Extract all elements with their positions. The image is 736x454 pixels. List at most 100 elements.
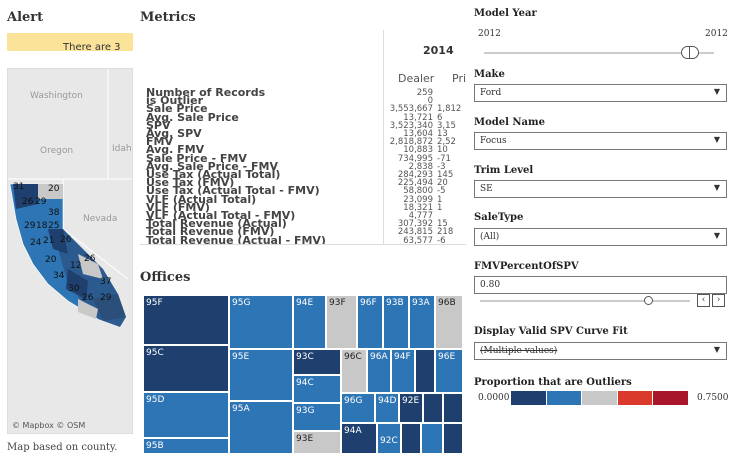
treemap-cell[interactable]: 94E <box>293 295 326 349</box>
treemap-cell[interactable]: 92C <box>377 423 401 454</box>
treemap-cell[interactable]: 93A <box>409 295 435 349</box>
legend-swatch <box>653 391 688 405</box>
treemap-cell[interactable]: 95D <box>143 392 229 438</box>
metric-private-value: -3 <box>437 161 446 172</box>
treemap-cell[interactable]: 96G <box>341 393 375 423</box>
make-value: Ford <box>480 88 502 98</box>
treemap-cell[interactable]: 95A <box>229 401 293 454</box>
treemap-cell[interactable]: 93B <box>383 295 409 349</box>
model-name-value: Focus <box>480 136 507 146</box>
legend-swatch <box>582 391 617 405</box>
sale-type-title: SaleType <box>474 212 524 223</box>
fmv-percent-slider-handle[interactable] <box>644 296 653 305</box>
chevron-down-icon: ▼ <box>713 87 720 96</box>
treemap-cell[interactable]: 95E <box>229 349 293 401</box>
metric-private-value: 3,15 <box>437 120 456 131</box>
fmv-percent-slider-track[interactable] <box>480 300 690 302</box>
treemap-cell[interactable] <box>415 349 435 393</box>
make-title: Make <box>474 69 505 80</box>
treemap-cell[interactable]: 95G <box>229 295 293 349</box>
metric-label: Avg. SPV <box>146 127 202 140</box>
alert-banner: There are 3 <box>7 33 133 51</box>
map-caption: Map based on county. <box>7 442 118 453</box>
treemap-cell[interactable]: 96A <box>367 349 391 393</box>
county-label: 38 <box>48 208 60 218</box>
chevron-down-icon: ▼ <box>713 345 720 354</box>
metric-private-value: 1,812 <box>437 104 462 115</box>
metric-label: Avg. Sale Price - FMV <box>146 159 279 173</box>
chevron-down-icon: ▼ <box>713 183 720 192</box>
metric-private-value: -5 <box>437 186 446 197</box>
legend-swatch <box>511 391 546 405</box>
metric-dealer-value: 3,553,667 <box>389 104 433 115</box>
metric-dealer-value: 2,838 <box>408 161 433 172</box>
fmv-percent-input[interactable]: 0.80 <box>474 276 727 294</box>
treemap-cell[interactable]: 96B <box>435 295 463 349</box>
treemap-cell[interactable]: 94F <box>391 349 415 393</box>
metric-label: Total Revenue (Actual) <box>146 217 287 231</box>
map-label-oregon: Oregon <box>40 146 74 156</box>
county-label: 31 <box>13 182 25 192</box>
metrics-table[interactable]: Number of Records 259 is Outlier 0 Sale Pric… <box>146 86 466 244</box>
treemap-cell[interactable]: 94D <box>375 393 399 423</box>
treemap-cell[interactable] <box>421 423 443 454</box>
metric-dealer-value: 18,321 <box>403 202 433 213</box>
sale-type-dropdown[interactable]: (All) ▼ <box>474 228 727 246</box>
fmv-percent-title: FMVPercentOfSPV <box>474 261 579 272</box>
treemap-cell[interactable]: 93G <box>293 403 341 431</box>
metrics-bottom-rule <box>140 244 466 245</box>
treemap-cell[interactable]: 96F <box>357 295 383 349</box>
metric-private-value: 1 <box>437 202 443 213</box>
metric-private-value: 10 <box>437 145 448 156</box>
county-label: 25 <box>48 221 60 231</box>
county-label: 29 <box>100 293 112 303</box>
metric-label: Sale Price <box>146 102 208 116</box>
county-label: 26 <box>82 293 94 303</box>
treemap-cell[interactable] <box>401 423 421 454</box>
metric-dealer-value: 243,815 <box>397 227 433 238</box>
metric-private-value: 145 <box>437 170 454 180</box>
treemap-cell[interactable]: 96C <box>341 349 367 393</box>
metrics-col-private: Pri <box>452 72 467 85</box>
treemap-cell[interactable]: 95F <box>143 295 229 345</box>
county-label: 12 <box>70 261 82 271</box>
offices-treemap[interactable]: 95F 95G 94E 93F 96F 93B 93A 96B 95C 95E … <box>143 295 463 454</box>
curve-fit-dropdown[interactable]: (Multiple values) ▼ <box>474 342 727 360</box>
metric-dealer-value: 284,293 <box>397 170 433 180</box>
treemap-cell[interactable]: 95B <box>143 438 229 454</box>
metric-private-value: 13 <box>437 129 448 139</box>
model-name-dropdown[interactable]: Focus ▼ <box>474 132 727 150</box>
metric-label: SPV <box>146 118 171 132</box>
treemap-cell[interactable]: 93E <box>293 431 341 454</box>
metric-dealer-value: 734,995 <box>397 153 433 164</box>
metric-private-value: 218 <box>437 227 454 238</box>
model-year-slider-handle[interactable] <box>681 46 699 59</box>
metric-dealer-value: 0 <box>427 96 433 107</box>
treemap-cell[interactable] <box>423 393 443 423</box>
make-dropdown[interactable]: Ford ▼ <box>474 84 727 102</box>
legend-min: 0.0000 <box>478 393 510 403</box>
model-year-slider-track[interactable] <box>484 52 714 54</box>
trim-level-dropdown[interactable]: SE ▼ <box>474 180 727 198</box>
treemap-cell[interactable]: 96E <box>435 349 463 393</box>
next-arrow-icon[interactable]: › <box>712 294 725 307</box>
county-label: 21 <box>43 236 55 246</box>
metric-dealer-value: 23,099 <box>403 194 433 205</box>
metric-private-value: 1 <box>437 194 443 205</box>
treemap-cell[interactable] <box>443 393 463 423</box>
treemap-cell[interactable]: 94C <box>293 375 341 403</box>
previous-arrow-icon[interactable]: ‹ <box>697 294 710 307</box>
model-name-title: Model Name <box>474 117 545 128</box>
treemap-cell[interactable]: 95C <box>143 345 229 392</box>
treemap-cell[interactable] <box>443 423 463 454</box>
treemap-cell[interactable]: 92E <box>399 393 423 423</box>
county-map[interactable]: Washington Oregon Idaho Nevada 31 20 26 … <box>7 68 133 434</box>
treemap-cell[interactable]: 93F <box>326 295 357 349</box>
metrics-title: Metrics <box>140 10 196 25</box>
legend-color-ramp <box>511 391 689 405</box>
map-attribution[interactable]: © Mapbox © OSM <box>12 421 86 430</box>
treemap-cell[interactable]: 94A <box>341 423 377 454</box>
treemap-cell[interactable]: 93C <box>293 349 341 375</box>
metric-private-value: 15 <box>437 219 448 230</box>
map-label-idaho: Idaho <box>112 144 132 154</box>
